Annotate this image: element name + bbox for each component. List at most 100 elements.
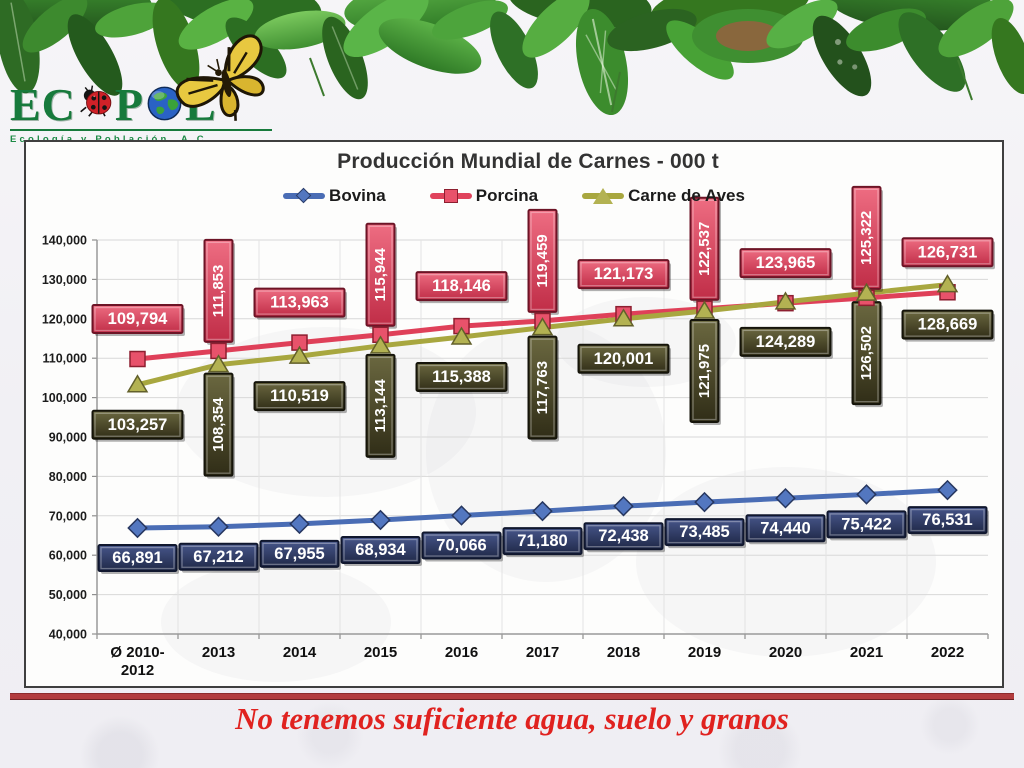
data-label-value: 108,354 (210, 397, 227, 452)
map-watermark (176, 327, 476, 497)
line-chart-plot: 40,000 50,000 60,000 70,000 80,000 90,000 100,… (42, 185, 995, 682)
leaf-icon (490, 11, 538, 89)
data-label-box (415, 361, 508, 392)
data-label-box (583, 522, 664, 551)
data-label-bevel (262, 542, 337, 566)
carne-de-aves-point-marker (369, 335, 392, 354)
x-axis-label: 2015 (364, 644, 397, 661)
x-axis-label: 2022 (931, 644, 964, 661)
x-axis-label: 2020 (769, 644, 802, 661)
map-watermark (161, 562, 391, 682)
data-label-bevel (692, 199, 717, 298)
bovina-point-marker (613, 495, 634, 517)
y-axis-label: 140,000 (42, 234, 87, 248)
data-label-box (689, 319, 720, 424)
legend-item-porcina: Porcina (429, 186, 539, 206)
data-label-bevel (530, 338, 555, 437)
slide-caption: No tenemos suficiente agua, suelo y gran… (235, 701, 789, 736)
bovina-point-marker (208, 516, 229, 538)
chart-legend: Bovina Porcina Carne de Aves (26, 186, 1002, 206)
legend-label-porcina: Porcina (475, 186, 539, 205)
leaf-icon (898, 12, 966, 92)
bovina-point-marker (532, 500, 553, 522)
data-label-value: 125,322 (858, 211, 875, 265)
butterfly-icon (175, 34, 265, 121)
data-label-bevel (418, 364, 505, 390)
data-label-box (689, 196, 720, 301)
leaf-icon (666, 20, 734, 80)
data-label-bevel (94, 306, 181, 332)
data-label-value: 67,212 (193, 548, 243, 566)
data-label-box (203, 238, 234, 343)
leaf-icon (938, 0, 1014, 58)
aves-triangle-marker-icon (582, 188, 625, 204)
data-label-box (577, 343, 670, 374)
leaf-icon (178, 0, 254, 50)
data-label-bevel (748, 517, 823, 540)
data-label-box (365, 222, 396, 327)
data-label-value: 109,794 (108, 310, 168, 328)
data-label-box (415, 271, 508, 302)
data-label-bevel (904, 312, 991, 337)
leaf-icon (67, 14, 123, 96)
data-label-bevel (742, 251, 829, 276)
y-axis-label: 110,000 (43, 352, 88, 366)
data-label-box (421, 531, 502, 560)
data-label-value: 73,485 (679, 523, 729, 541)
data-label-bevel (418, 273, 505, 299)
bovina-point-marker (775, 488, 796, 509)
leaf-icon (826, 0, 994, 31)
data-label-bevel (368, 225, 393, 324)
data-label-value: 76,531 (922, 511, 972, 529)
data-label-box (253, 381, 346, 412)
leaf-icon (152, 0, 200, 91)
carne-de-aves-point-marker (288, 345, 311, 364)
data-label-bevel (181, 545, 256, 568)
carne-de-aves-point-marker (531, 317, 554, 336)
x-axis-label: 2016 (445, 644, 478, 661)
bovina-point-marker (289, 513, 310, 535)
data-label-value: 126,731 (918, 243, 978, 261)
x-axis-label: 2014 (283, 644, 317, 661)
data-label-value: 67,955 (274, 545, 324, 563)
data-label-value: 113,144 (372, 378, 389, 432)
data-label-value: 103,257 (108, 416, 168, 434)
data-label-bevel (206, 241, 231, 341)
leaf-icon (812, 15, 872, 97)
y-axis-label: 70,000 (49, 509, 87, 523)
data-label-value: 74,440 (760, 519, 810, 537)
data-label-box (91, 304, 184, 335)
data-label-box (745, 514, 826, 543)
leaf-icon (766, 0, 838, 49)
data-label-box (203, 372, 234, 477)
data-label-value: 118,146 (432, 277, 491, 295)
data-label-value: 70,066 (436, 537, 486, 555)
x-axis-label: 2013 (202, 644, 235, 661)
leaf-icon (991, 18, 1024, 94)
x-axis-label: Ø 2010-2012 (110, 644, 164, 679)
data-label-bevel (100, 546, 175, 570)
data-label-value: 71,180 (517, 532, 567, 550)
data-label-box (253, 287, 346, 318)
data-label-box (259, 539, 340, 568)
y-axis-label: 40,000 (49, 628, 87, 642)
data-label-value: 111,853 (210, 265, 227, 318)
carne-de-aves-point-marker (126, 374, 149, 393)
leaf-icon (322, 16, 368, 100)
leaf-icon (0, 0, 40, 94)
data-label-value: 128,669 (918, 316, 978, 334)
carne-de-aves-point-marker (612, 308, 635, 327)
porcina-square-marker-icon (429, 188, 472, 204)
legend-item-bovina: Bovina (283, 186, 386, 206)
data-label-bevel (742, 329, 829, 355)
data-label-box (739, 248, 832, 279)
data-label-bevel (206, 375, 231, 474)
logo-text-ec: EC (10, 79, 76, 130)
data-label-bevel (343, 538, 418, 562)
data-label-value: 115,944 (372, 247, 389, 301)
data-label-value: 126,502 (858, 326, 875, 380)
leaf-icon (95, 2, 169, 38)
carne-de-aves-point-marker (693, 300, 716, 319)
data-label-box (826, 510, 907, 539)
x-axis-label: 2021 (850, 644, 883, 661)
